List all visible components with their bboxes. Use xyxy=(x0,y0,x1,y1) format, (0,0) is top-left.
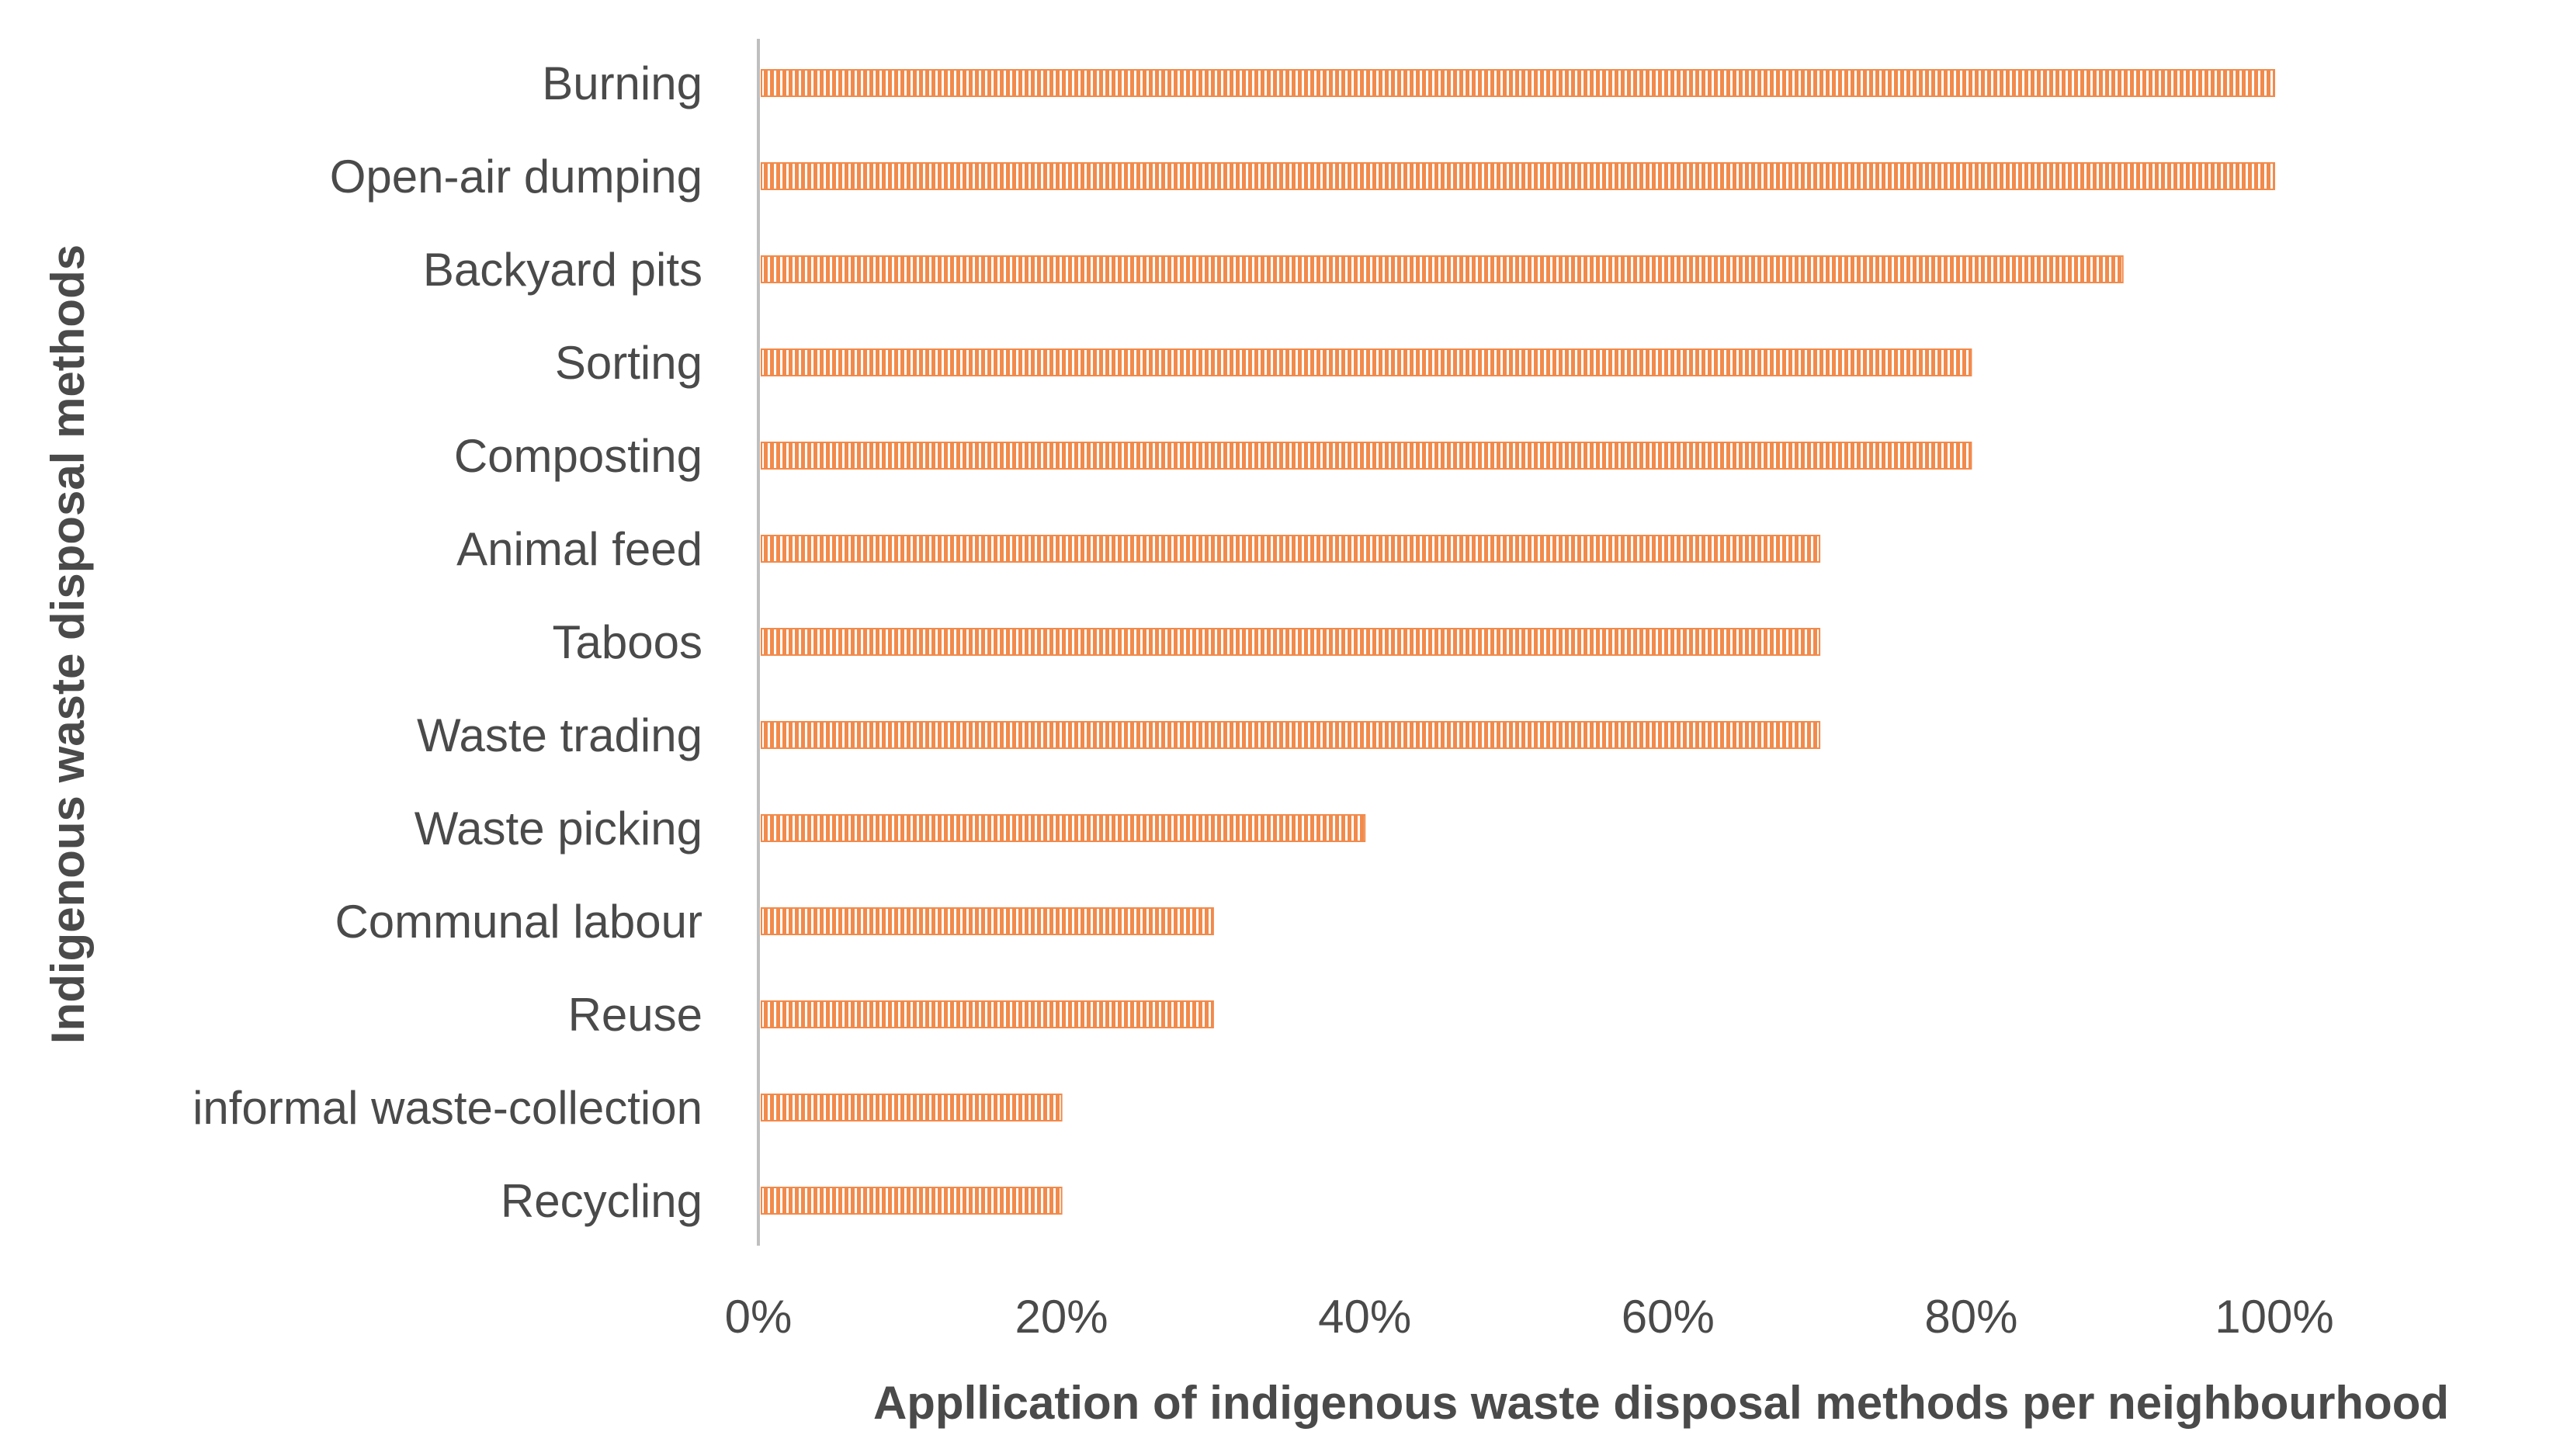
bars-group xyxy=(761,69,2275,1215)
bar xyxy=(761,535,1821,563)
x-tick-label: 40% xyxy=(1318,1291,1411,1343)
bar xyxy=(761,1094,1063,1121)
x-tick-label: 100% xyxy=(2215,1291,2333,1343)
bar xyxy=(761,721,1821,749)
category-label: Backyard pits xyxy=(423,244,702,296)
category-label: Taboos xyxy=(553,616,702,668)
bar xyxy=(761,628,1821,656)
bar xyxy=(761,348,1972,376)
x-tick-label: 60% xyxy=(1622,1291,1715,1343)
category-label: Reuse xyxy=(568,989,702,1041)
x-tick-labels: 0% 20% 40% 60% 80% 100% xyxy=(725,1291,2334,1343)
category-labels: Burning Open-air dumping Backyard pits Sort… xyxy=(193,57,702,1227)
category-label: Open-air dumping xyxy=(330,151,702,203)
category-label: Burning xyxy=(542,57,702,109)
bar xyxy=(761,1000,1214,1028)
bar xyxy=(761,1187,1063,1215)
bar xyxy=(761,442,1972,470)
x-tick-label: 0% xyxy=(725,1291,793,1343)
category-label: Sorting xyxy=(555,337,702,389)
category-label: Composting xyxy=(454,430,702,482)
bar xyxy=(761,814,1366,842)
category-label: Communal labour xyxy=(335,896,702,948)
x-tick-label: 20% xyxy=(1015,1291,1108,1343)
category-label: informal waste-collection xyxy=(193,1082,702,1134)
bar xyxy=(761,69,2275,97)
x-axis-title: Appllication of indigenous waste disposa… xyxy=(873,1377,2449,1429)
category-label: Waste picking xyxy=(415,803,702,855)
y-axis-title: Indigenous waste disposal methods xyxy=(42,244,94,1044)
bar xyxy=(761,907,1214,935)
bar xyxy=(761,162,2275,190)
bar xyxy=(761,255,2124,283)
category-label: Recycling xyxy=(501,1175,702,1227)
category-label: Animal feed xyxy=(456,523,702,575)
x-tick-label: 80% xyxy=(1924,1291,2017,1343)
category-label: Waste trading xyxy=(417,709,702,761)
